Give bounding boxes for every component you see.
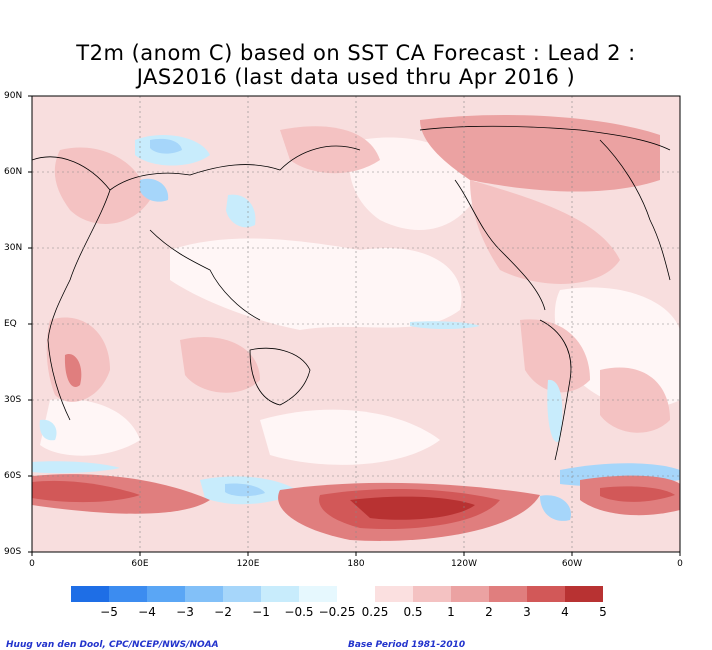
y-tick-eq: EQ [4, 319, 17, 329]
footer-credit: Huug van den Dool, CPC/NCEP/NWS/NOAA [6, 640, 219, 650]
map-title-line-2: JAS2016 (last data used thru Apr 2016 ) [136, 65, 576, 89]
colorbar [71, 586, 603, 602]
colorbar-tick-label: −5 [100, 605, 118, 619]
y-tick-60n: 60N [4, 167, 23, 177]
colorbar-tick-label: 0.5 [403, 605, 423, 619]
x-tick-60w: 60W [561, 559, 583, 569]
colorbar-tick-label: −2 [214, 605, 232, 619]
colorbar-swatch [337, 586, 375, 602]
x-tick-180: 180 [347, 559, 365, 569]
x-tick-0-right: 0 [677, 559, 683, 569]
colorbar-swatch [527, 586, 565, 602]
colorbar-tick-label: 2 [485, 605, 493, 619]
colorbar-swatch [261, 586, 299, 602]
x-tick-120w: 120W [450, 559, 478, 569]
colorbar-swatch [565, 586, 603, 602]
colorbar-swatch [71, 586, 109, 602]
colorbar-swatch [185, 586, 223, 602]
x-tick-60e: 60E [131, 559, 149, 569]
colorbar-swatch [413, 586, 451, 602]
colorbar-tick-label: 1 [447, 605, 455, 619]
y-tick-30s: 30S [4, 395, 22, 405]
y-tick-30n: 30N [4, 243, 23, 253]
colorbar-tick-label: −0.5 [284, 605, 314, 619]
y-tick-90s: 90S [4, 547, 22, 557]
colorbar-tick-label: 4 [561, 605, 569, 619]
footer-base-period: Base Period 1981-2010 [348, 640, 466, 650]
colorbar-tick-label: −3 [176, 605, 194, 619]
colorbar-swatch [223, 586, 261, 602]
map-title-line-1: T2m (anom C) based on SST CA Forecast : … [76, 41, 636, 65]
y-tick-60s: 60S [4, 471, 22, 481]
colorbar-swatch [299, 586, 337, 602]
colorbar-swatch [109, 586, 147, 602]
colorbar-tick-label: 0.25 [361, 605, 389, 619]
x-tick-120e: 120E [236, 559, 260, 569]
colorbar-tick-label: 5 [599, 605, 607, 619]
colorbar-swatch [451, 586, 489, 602]
anomaly-field [32, 96, 680, 552]
colorbar-swatch [147, 586, 185, 602]
colorbar-swatch [489, 586, 527, 602]
colorbar-tick-label: −0.25 [318, 605, 356, 619]
colorbar-tick-label: −4 [138, 605, 156, 619]
y-tick-90n: 90N [4, 91, 23, 101]
colorbar-tick-label: −1 [252, 605, 270, 619]
colorbar-swatch [375, 586, 413, 602]
x-tick-0-left: 0 [29, 559, 35, 569]
colorbar-tick-label: 3 [523, 605, 531, 619]
